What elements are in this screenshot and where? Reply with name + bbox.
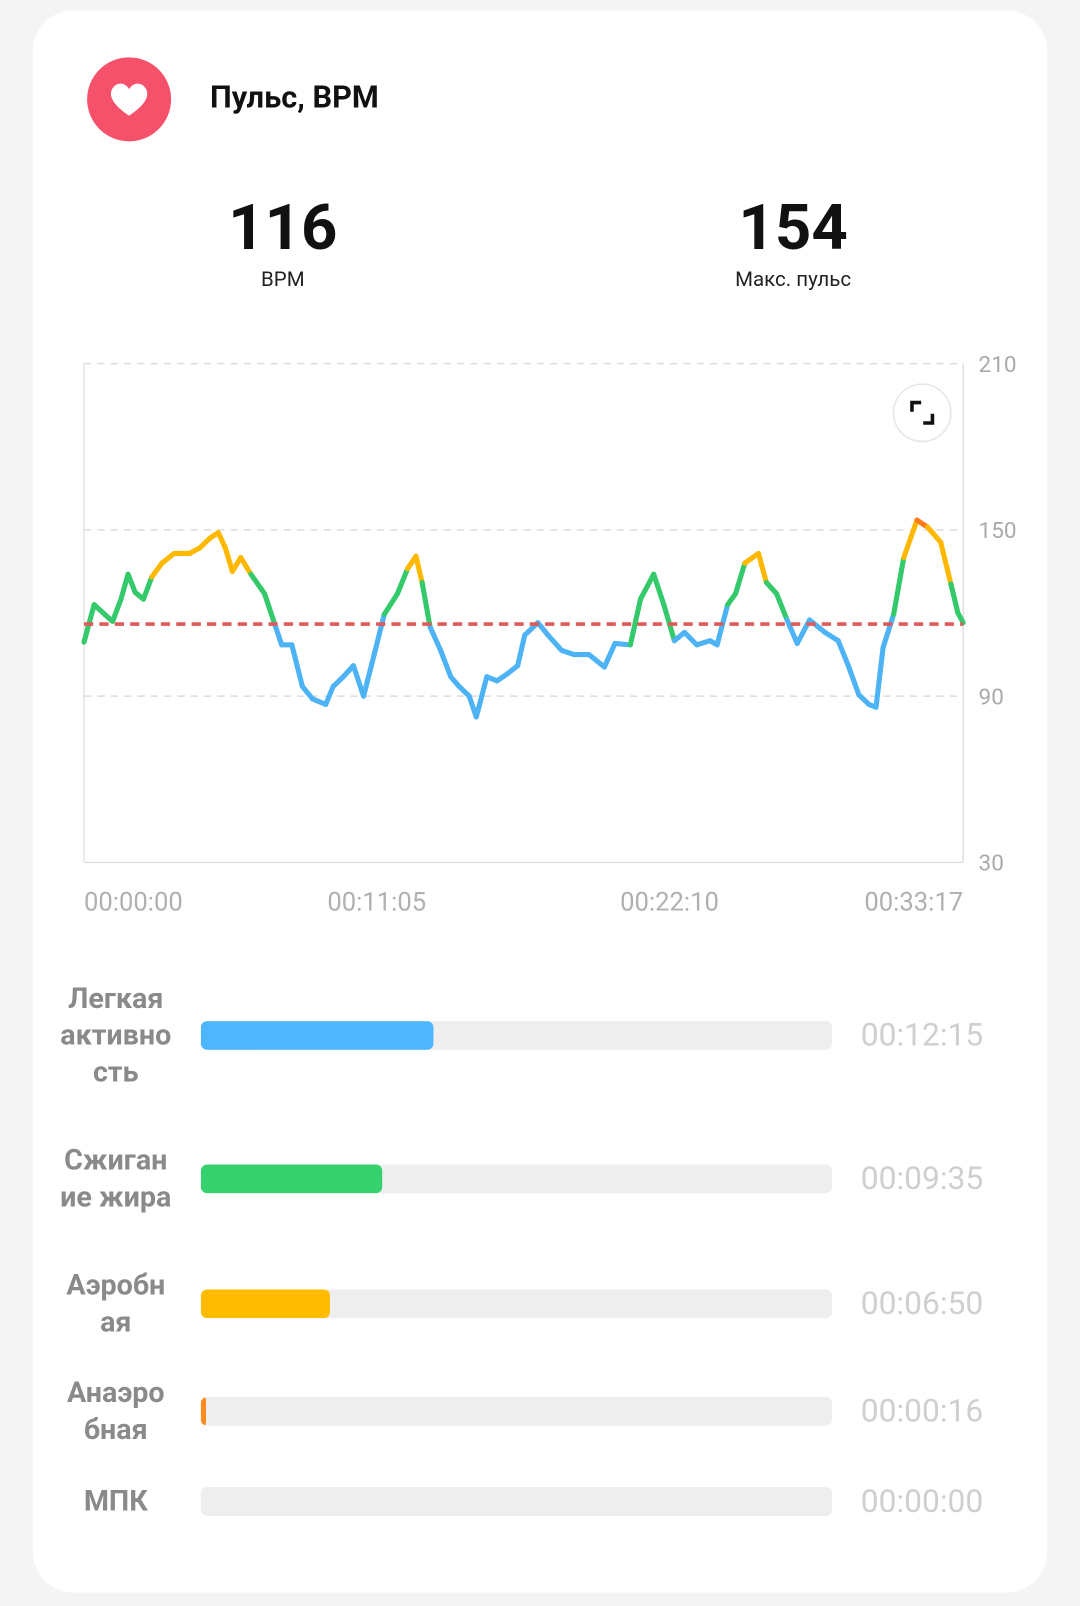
line-segment	[924, 524, 944, 545]
line-segment	[473, 674, 490, 720]
line-segment	[755, 550, 769, 586]
zone-time: 00:09:35	[860, 1159, 984, 1198]
line-segment	[323, 683, 336, 708]
stat-value: 154	[738, 190, 848, 266]
line-segment	[419, 579, 433, 630]
line-segment	[545, 632, 565, 653]
y-tick-label: 210	[979, 351, 1017, 378]
line-segment	[938, 539, 954, 587]
zone-bar	[200, 1289, 331, 1319]
x-tick-label: 00:33:17	[864, 888, 963, 918]
zone-track	[200, 1021, 833, 1050]
fullscreen-button[interactable]	[892, 383, 952, 443]
line-segment	[612, 640, 633, 648]
plot: 30 90 150 210 00:00:00 00:11:05 00:22:10 00:33:…	[81, 351, 1017, 918]
line-segment	[110, 596, 124, 624]
x-tick-label: 00:11:05	[327, 888, 426, 918]
line-segment	[586, 652, 607, 670]
line-segment	[681, 629, 700, 648]
line-segment	[248, 571, 268, 597]
zone-name: МПК	[83, 1484, 148, 1518]
zone-time: 00:00:00	[860, 1482, 984, 1520]
line-segment	[222, 545, 235, 574]
line-segment	[891, 555, 907, 617]
line-segment	[835, 638, 851, 669]
zone-bar	[200, 1164, 383, 1194]
line-segment	[873, 645, 886, 710]
zone-time: 00:12:15	[860, 1016, 984, 1054]
zone-time: 00:06:50	[860, 1284, 984, 1323]
line-segment	[627, 596, 644, 648]
line-segment	[238, 555, 254, 577]
line-segment	[289, 642, 305, 689]
chart: 30 90 150 210 00:00:00 00:11:05 00:22:10 00:33:…	[81, 57, 1017, 918]
zone-track	[200, 1289, 833, 1319]
line-segment	[806, 617, 828, 635]
x-tick-label: 00:22:10	[620, 888, 719, 918]
line-segment	[438, 647, 454, 680]
line-segment	[272, 621, 285, 648]
line-segment	[350, 663, 367, 699]
stat: 116 BPM	[160, 190, 406, 291]
line-segment	[773, 591, 790, 623]
y-tick-label: 90	[979, 683, 1004, 710]
line-segment	[784, 617, 800, 647]
line-segment	[822, 629, 841, 644]
zone-track	[200, 1487, 833, 1516]
line-segment	[880, 611, 897, 651]
line-segment	[413, 553, 425, 586]
line-segment	[381, 591, 401, 617]
fullscreen-icon	[910, 400, 935, 425]
line-segment	[140, 574, 155, 602]
zone-name: Анаэробная	[66, 1375, 165, 1447]
line-segment	[149, 560, 165, 580]
line-segment	[948, 581, 961, 616]
line-segment	[515, 632, 528, 669]
x-tick-label: 00:00:00	[84, 888, 183, 918]
line-segment	[427, 624, 444, 653]
line-segment	[125, 571, 138, 595]
y-tick-label: 30	[979, 850, 1004, 877]
line-segment	[261, 591, 278, 627]
zone-track	[200, 1164, 833, 1194]
line-segment	[159, 550, 177, 566]
line-segment	[215, 530, 228, 551]
line-segment	[361, 652, 377, 699]
line-segment	[394, 566, 411, 597]
stat: 154 Макс. пульс	[670, 190, 916, 291]
line-segment	[651, 571, 667, 608]
zone-time: 00:00:16	[860, 1391, 984, 1430]
line-segment	[299, 683, 316, 702]
zone-track	[200, 1397, 833, 1426]
zone-name: Легкая активность	[60, 981, 172, 1089]
stat-label: BPM	[261, 266, 305, 291]
zone-name: Сжигание жира	[60, 1143, 172, 1214]
heart-shape	[110, 83, 148, 116]
line-segment	[637, 571, 657, 602]
zone-bar	[200, 1397, 206, 1426]
zone-bar	[200, 1021, 434, 1050]
card-title: Пульс, BPM	[210, 79, 379, 116]
line-segment	[733, 560, 748, 597]
line-segment	[742, 550, 762, 566]
line-segment	[535, 620, 551, 638]
stat-label: Макс. пульс	[735, 266, 852, 291]
line-segment	[371, 611, 387, 658]
line-segment	[901, 517, 920, 561]
zone-name: Аэробная	[66, 1267, 166, 1339]
line-segment	[955, 610, 966, 626]
line-segment	[118, 571, 131, 602]
line-segment	[845, 663, 862, 698]
y-tick-label: 150	[979, 517, 1017, 544]
card	[32, 10, 1048, 1593]
line-segment	[601, 640, 618, 670]
stat-value: 116	[228, 190, 338, 266]
